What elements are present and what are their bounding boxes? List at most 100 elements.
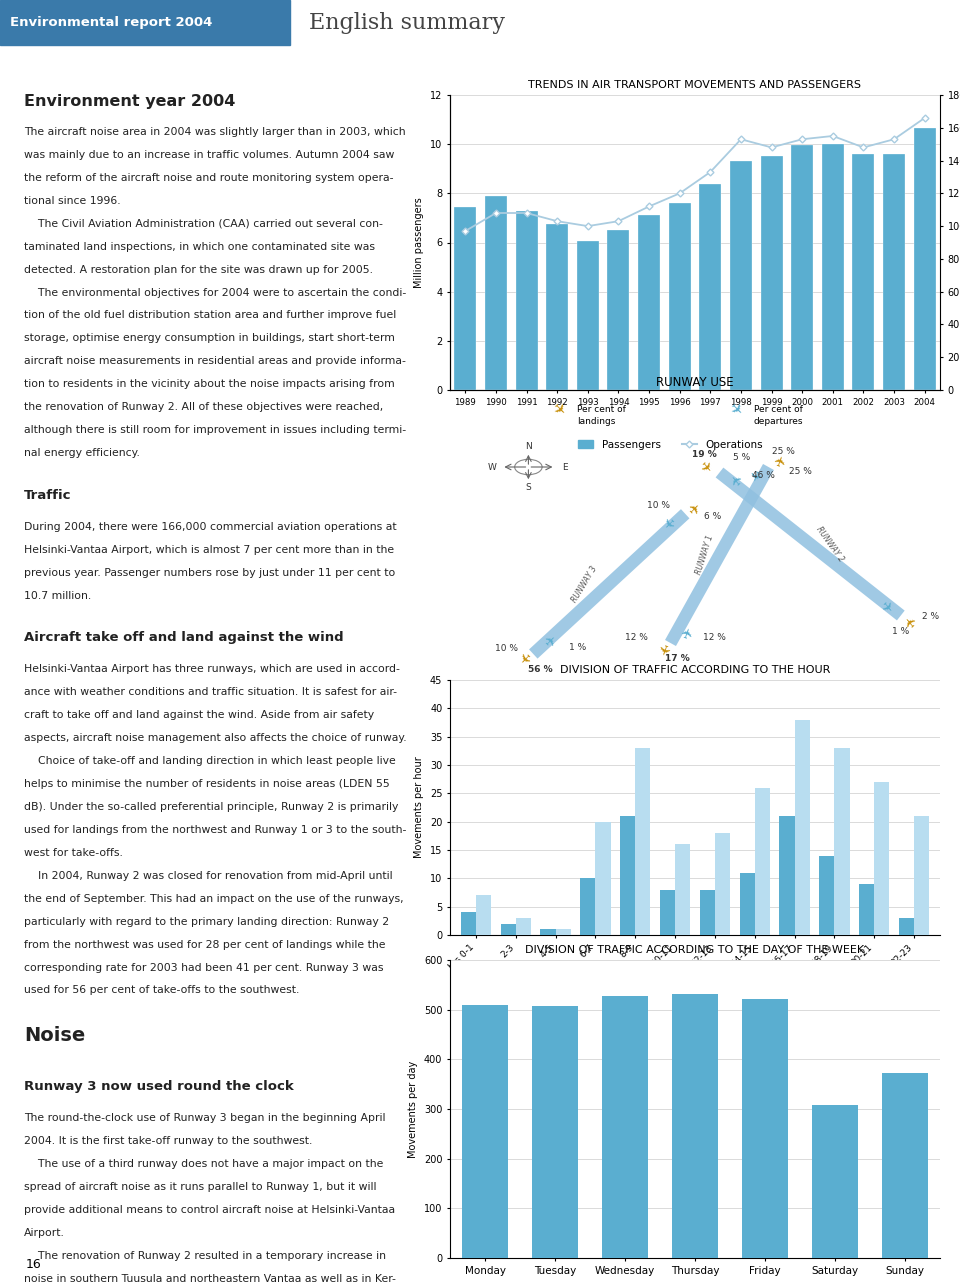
Text: Aircraft take off and land against the wind: Aircraft take off and land against the w… bbox=[24, 631, 344, 644]
Bar bbox=[608, 231, 630, 390]
Text: 1 %: 1 % bbox=[568, 642, 586, 651]
Bar bbox=[638, 215, 660, 390]
Title: DIVISION OF TRAFFIC ACCORDING TO THE DAY OF THE WEEK: DIVISION OF TRAFFIC ACCORDING TO THE DAY… bbox=[525, 945, 865, 955]
Bar bbox=[675, 845, 690, 935]
Text: The use of a third runway does not have a major impact on the: The use of a third runway does not have … bbox=[24, 1159, 383, 1169]
Bar bbox=[669, 203, 690, 390]
Text: ✈: ✈ bbox=[679, 626, 696, 641]
Text: 46 %: 46 % bbox=[753, 470, 775, 479]
Bar bbox=[699, 183, 721, 390]
Text: Helsinki-Vantaa Airport has three runways, which are used in accord-: Helsinki-Vantaa Airport has three runway… bbox=[24, 664, 400, 674]
Bar bbox=[463, 1005, 508, 1258]
Bar bbox=[500, 923, 516, 935]
Text: Environmental report 2004: Environmental report 2004 bbox=[10, 15, 212, 29]
Text: from the northwest was used for 28 per cent of landings while the: from the northwest was used for 28 per c… bbox=[24, 940, 386, 950]
Text: aircraft noise measurements in residential areas and provide informa-: aircraft noise measurements in residenti… bbox=[24, 356, 406, 367]
Y-axis label: Movements per hour: Movements per hour bbox=[415, 756, 424, 859]
Text: corresponding rate for 2003 had been 41 per cent. Runway 3 was: corresponding rate for 2003 had been 41 … bbox=[24, 963, 383, 973]
Text: Helsinki-Vantaa Airport, which is almost 7 per cent more than in the: Helsinki-Vantaa Airport, which is almost… bbox=[24, 545, 395, 555]
Text: 2004. It is the first take-off runway to the southwest.: 2004. It is the first take-off runway to… bbox=[24, 1136, 312, 1146]
Bar bbox=[819, 855, 834, 935]
Text: 25 %: 25 % bbox=[789, 467, 812, 476]
Text: The aircraft noise area in 2004 was slightly larger than in 2003, which: The aircraft noise area in 2004 was slig… bbox=[24, 127, 406, 137]
Text: Environment year 2004: Environment year 2004 bbox=[24, 94, 235, 109]
Text: During 2004, there were 166,000 commercial aviation operations at: During 2004, there were 166,000 commerci… bbox=[24, 522, 396, 532]
Text: detected. A restoration plan for the site was drawn up for 2005.: detected. A restoration plan for the sit… bbox=[24, 264, 373, 274]
Text: Per cent of: Per cent of bbox=[754, 405, 803, 414]
Text: Per cent of: Per cent of bbox=[577, 405, 626, 414]
Text: ✈: ✈ bbox=[772, 454, 789, 469]
Bar bbox=[476, 895, 491, 935]
Text: ance with weather conditions and traffic situation. It is safest for air-: ance with weather conditions and traffic… bbox=[24, 687, 397, 697]
Bar bbox=[580, 878, 595, 935]
Text: 56 %: 56 % bbox=[528, 664, 553, 673]
Text: the end of September. This had an impact on the use of the runways,: the end of September. This had an impact… bbox=[24, 894, 403, 904]
Bar bbox=[546, 224, 568, 390]
Bar bbox=[556, 929, 570, 935]
Text: departures: departures bbox=[754, 417, 804, 426]
Bar bbox=[760, 156, 782, 390]
Legend: Passengers, Operations: Passengers, Operations bbox=[578, 440, 763, 450]
Text: the reform of the aircraft noise and route monitoring system opera-: the reform of the aircraft noise and rou… bbox=[24, 173, 394, 183]
Text: In 2004, Runway 2 was closed for renovation from mid-April until: In 2004, Runway 2 was closed for renovat… bbox=[24, 870, 393, 881]
Text: taminated land inspections, in which one contaminated site was: taminated land inspections, in which one… bbox=[24, 241, 375, 251]
Text: craft to take off and land against the wind. Aside from air safety: craft to take off and land against the w… bbox=[24, 710, 374, 720]
Text: RUNWAY 2: RUNWAY 2 bbox=[814, 524, 845, 563]
Bar bbox=[485, 196, 507, 390]
Bar bbox=[780, 817, 795, 935]
Text: S: S bbox=[525, 482, 531, 491]
Bar bbox=[795, 719, 809, 935]
Bar bbox=[859, 885, 875, 935]
Text: ✈: ✈ bbox=[541, 632, 560, 651]
Text: Traffic: Traffic bbox=[24, 488, 71, 501]
Bar bbox=[516, 918, 531, 935]
Text: ✈: ✈ bbox=[548, 400, 567, 419]
Text: although there is still room for improvement in issues including termi-: although there is still room for improve… bbox=[24, 426, 406, 435]
Y-axis label: Million passengers: Million passengers bbox=[415, 197, 424, 288]
Text: 25 %: 25 % bbox=[772, 447, 795, 456]
Text: 10 %: 10 % bbox=[647, 501, 670, 510]
Bar bbox=[660, 890, 675, 935]
Text: landings: landings bbox=[577, 417, 615, 426]
Text: helps to minimise the number of residents in noise areas (LDEN 55: helps to minimise the number of resident… bbox=[24, 779, 390, 788]
Text: provide additional means to control aircraft noise at Helsinki-Vantaa: provide additional means to control airc… bbox=[24, 1205, 396, 1215]
Text: 16: 16 bbox=[26, 1258, 41, 1270]
Text: 1 %: 1 % bbox=[892, 627, 909, 636]
Bar bbox=[636, 747, 650, 935]
Bar bbox=[540, 929, 556, 935]
Text: tional since 1996.: tional since 1996. bbox=[24, 196, 121, 205]
Text: E: E bbox=[563, 463, 568, 472]
Text: Choice of take-off and landing direction in which least people live: Choice of take-off and landing direction… bbox=[24, 756, 396, 765]
Bar bbox=[577, 241, 599, 390]
Text: ✈: ✈ bbox=[659, 513, 677, 531]
Title: DIVISION OF TRAFFIC ACCORDING TO THE HOUR: DIVISION OF TRAFFIC ACCORDING TO THE HOU… bbox=[560, 665, 830, 676]
Text: ✈: ✈ bbox=[696, 458, 714, 476]
Text: English summary: English summary bbox=[309, 12, 505, 33]
Text: Airport.: Airport. bbox=[24, 1228, 65, 1238]
Text: used for landings from the northwest and Runway 1 or 3 to the south-: used for landings from the northwest and… bbox=[24, 824, 406, 835]
Text: 17 %: 17 % bbox=[665, 654, 690, 663]
Text: dB). Under the so-called preferential principle, Runway 2 is primarily: dB). Under the so-called preferential pr… bbox=[24, 801, 398, 812]
Bar bbox=[899, 918, 914, 935]
Text: 10.7 million.: 10.7 million. bbox=[24, 591, 91, 600]
Text: The environmental objectives for 2004 were to ascertain the condi-: The environmental objectives for 2004 we… bbox=[24, 287, 406, 297]
Bar bbox=[602, 996, 648, 1258]
Bar bbox=[914, 817, 929, 935]
Text: spread of aircraft noise as it runs parallel to Runway 1, but it will: spread of aircraft noise as it runs para… bbox=[24, 1182, 376, 1192]
Bar bbox=[914, 128, 936, 390]
Text: 10 %: 10 % bbox=[494, 644, 517, 653]
Text: was mainly due to an increase in traffic volumes. Autumn 2004 saw: was mainly due to an increase in traffic… bbox=[24, 150, 395, 160]
Bar bbox=[620, 817, 636, 935]
Bar bbox=[834, 747, 850, 935]
Bar bbox=[595, 822, 611, 935]
Text: used for 56 per cent of take-offs to the southwest.: used for 56 per cent of take-offs to the… bbox=[24, 986, 300, 995]
Bar bbox=[730, 162, 752, 390]
Text: west for take-offs.: west for take-offs. bbox=[24, 847, 123, 858]
Title: RUNWAY USE: RUNWAY USE bbox=[657, 376, 733, 388]
Text: ✈: ✈ bbox=[745, 468, 762, 483]
Text: 6 %: 6 % bbox=[704, 512, 721, 520]
Text: 12 %: 12 % bbox=[625, 633, 648, 642]
Text: 5 %: 5 % bbox=[732, 453, 750, 462]
Text: The renovation of Runway 2 resulted in a temporary increase in: The renovation of Runway 2 resulted in a… bbox=[24, 1251, 386, 1261]
Title: TRENDS IN AIR TRANSPORT MOVEMENTS AND PASSENGERS: TRENDS IN AIR TRANSPORT MOVEMENTS AND PA… bbox=[529, 79, 861, 90]
